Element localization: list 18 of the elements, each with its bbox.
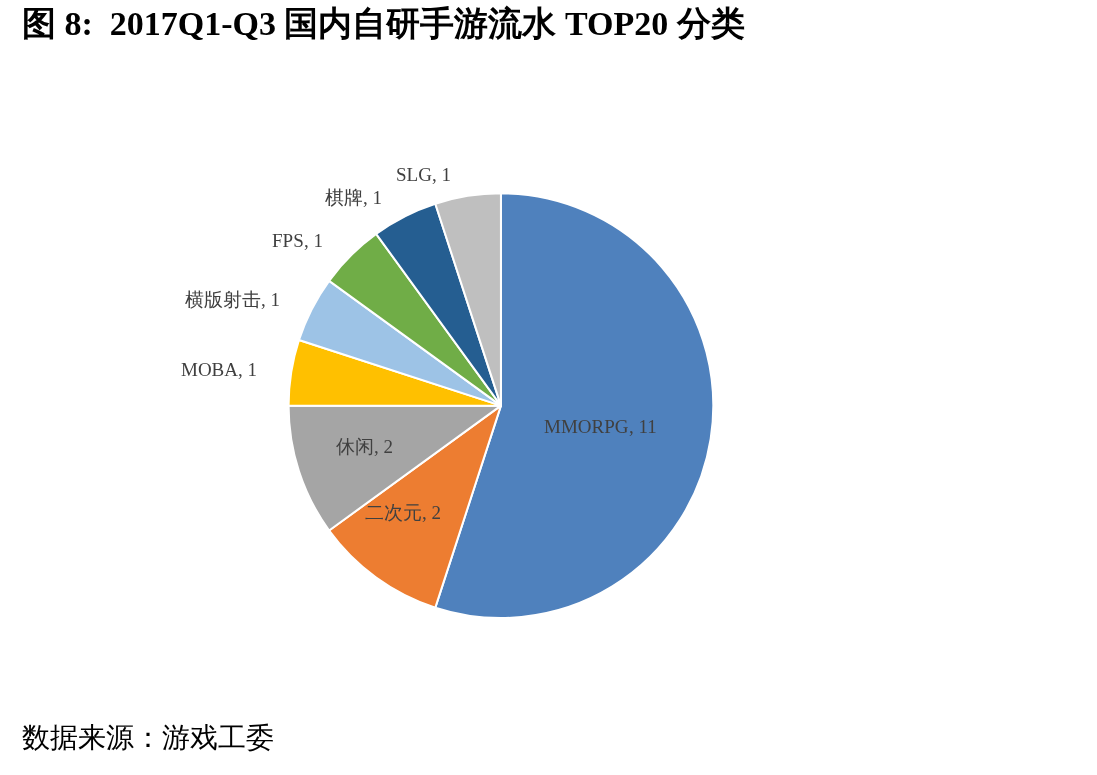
data-label: , 11	[629, 416, 657, 437]
data-label: , 1	[432, 164, 451, 185]
data-label: , 1	[238, 359, 257, 380]
data-label: , 1	[304, 230, 323, 251]
slice-label: 二次元	[365, 502, 422, 523]
data-label: , 2	[374, 436, 393, 457]
data-label: , 1	[363, 187, 382, 208]
slice-label: 休闲	[336, 436, 374, 457]
slice-label: MMORPG	[544, 416, 629, 437]
chart-title: 图 8: 2017Q1-Q3 国内自研手游流水 TOP20 分类	[21, 5, 745, 43]
slice-label: 棋牌	[325, 187, 363, 208]
slice-label: MOBA	[181, 359, 239, 380]
slice-label: SLG	[396, 164, 433, 185]
data-label: , 1	[261, 289, 280, 310]
slice-label: 横版射击	[185, 289, 261, 310]
slice-label: FPS	[272, 230, 304, 251]
source-note: 数据来源：游戏工委	[22, 722, 274, 753]
data-label: , 2	[422, 502, 441, 523]
